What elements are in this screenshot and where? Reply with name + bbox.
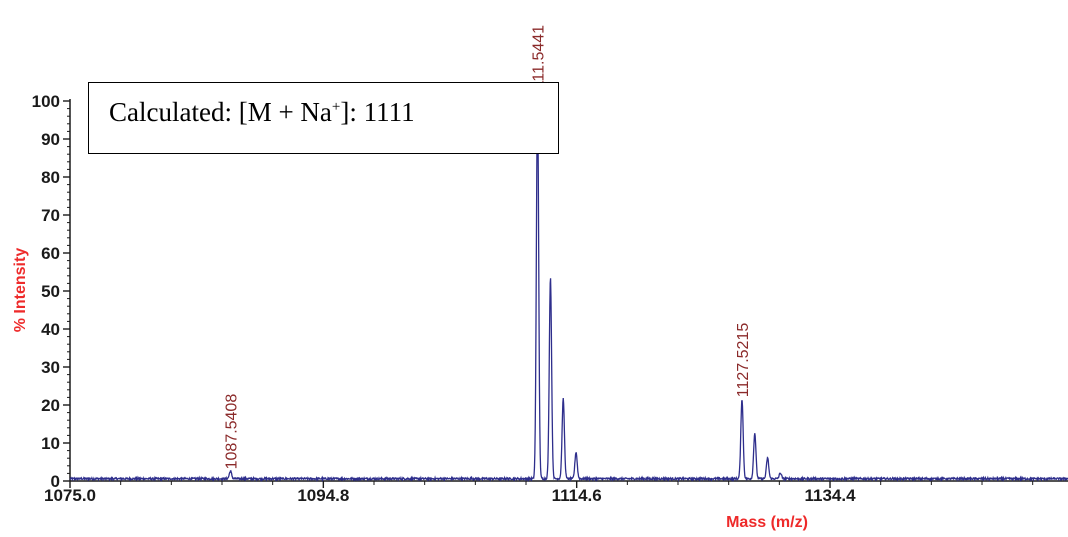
calc-superscript: + xyxy=(331,99,341,115)
spectrum-line xyxy=(69,98,1068,483)
peak-label: 1111.5441 xyxy=(531,25,548,97)
axes xyxy=(69,99,1068,482)
y-tick-label: 70 xyxy=(41,206,60,225)
calculated-mass-box: Calculated: [M + Na+]: 1111 xyxy=(88,82,559,154)
calc-prefix: Calculated: [M + Na xyxy=(109,97,332,127)
tick-marks xyxy=(63,100,1034,488)
y-tick-label: 20 xyxy=(41,396,60,415)
x-tick-label: 1094.8 xyxy=(297,486,349,505)
peak-label: 1127.5215 xyxy=(735,323,752,398)
y-tick-label: 100 xyxy=(32,92,60,111)
x-tick-label: 1075.0 xyxy=(44,486,96,505)
y-tick-label: 50 xyxy=(41,282,60,301)
peak-labels: 1087.5408 1111.5441 1127.5215 xyxy=(223,25,752,470)
y-tick-label: 60 xyxy=(41,244,60,263)
x-axis-title: Mass (m/z) xyxy=(726,514,808,531)
y-tick-label: 0 xyxy=(51,472,60,491)
y-tick-label: 30 xyxy=(41,358,60,377)
y-tick-label: 90 xyxy=(41,130,60,149)
y-tick-label: 40 xyxy=(41,320,60,339)
calc-suffix: ]: 1111 xyxy=(340,97,415,127)
peak-label: 1087.5408 xyxy=(223,394,240,470)
y-axis-title: % Intensity xyxy=(12,248,29,333)
x-tick-label: 1134.4 xyxy=(804,486,856,505)
spectrum-trace xyxy=(69,98,1068,483)
x-tick-label: 1114.6 xyxy=(552,486,602,505)
calculated-mass-text: Calculated: [M + Na+]: 1111 xyxy=(109,97,415,128)
y-tick-label: 80 xyxy=(41,168,60,187)
y-tick-label: 10 xyxy=(41,434,60,453)
tick-labels: 0 10 20 30 40 50 60 70 80 90 100 1075.0 1094.8 1114.6… xyxy=(32,92,856,505)
